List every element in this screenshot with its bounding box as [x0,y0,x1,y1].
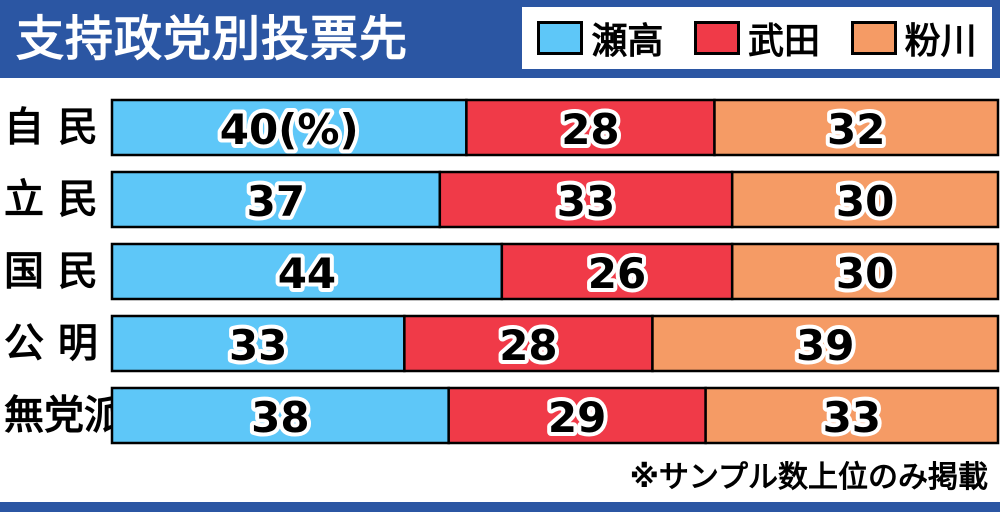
bar-value-takeda-2: 26 [588,249,646,298]
bar-kogawa-3 [651,314,1000,373]
bar-value-takeda-4: 29 [548,393,606,442]
row-label-2: 国 民 [4,249,98,295]
bar-takeda-1 [438,170,734,229]
row-label-0: 自 民 [4,105,98,151]
legend-label-kogawa: 粉川 [904,21,977,62]
bar-setaka-2 [110,242,504,301]
bar-value-setaka-1: 37 [247,177,305,226]
row-label-1: 立 民 [4,177,98,223]
bar-value-setaka-4: 38 [251,393,309,442]
footer-bar [0,502,1000,512]
bar-kogawa-1 [730,170,1000,229]
bar-takeda-2 [500,242,734,301]
bar-value-setaka-0: 40(%) [220,105,359,154]
chart-header: 支持政党別投票先 瀬高 武田 粉川 [0,0,1000,78]
bar-setaka-0 [110,98,468,157]
legend-swatch-kogawa [850,21,897,55]
bar-takeda-4 [447,386,707,445]
legend-label-setaka: 瀬高 [591,21,664,62]
legend-label-takeda: 武田 [747,21,820,62]
bar-value-kogawa-3: 39 [796,321,854,370]
bar-value-setaka-2: 44 [278,249,336,298]
footnote: ※サンプル数上位のみ掲載 [629,460,988,495]
bar-value-kogawa-1: 30 [836,177,894,226]
bar-kogawa-0 [713,98,1000,157]
legend-item-kogawa: 粉川 [850,12,977,64]
bar-value-kogawa-2: 30 [836,249,894,298]
bar-value-takeda-1: 33 [557,177,615,226]
legend-item-takeda: 武田 [693,12,820,64]
bar-setaka-3 [110,314,406,373]
legend: 瀬高 武田 粉川 [522,7,992,69]
bar-value-setaka-3: 33 [229,321,287,370]
row-label-3: 公 明 [4,321,98,367]
bar-kogawa-4 [704,386,1000,445]
stacked-bar-chart: 自 民 40(%) 28 32 立 民 37 33 30 国 民 44 26 30 公 明 33 28 39 無… [4,98,1000,446]
legend-swatch-takeda [693,21,740,55]
bar-takeda-0 [465,98,716,157]
row-label-4: 無党派 [4,393,124,439]
bar-value-kogawa-0: 32 [827,105,885,154]
chart-title: 支持政党別投票先 [16,11,409,67]
bar-kogawa-2 [730,242,1000,301]
legend-item-setaka: 瀬高 [537,12,663,64]
bar-value-kogawa-4: 33 [823,393,881,442]
bar-value-takeda-3: 28 [499,321,557,370]
bar-value-takeda-0: 28 [561,105,619,154]
legend-swatch-setaka [537,21,584,55]
bar-setaka-4 [110,386,450,445]
